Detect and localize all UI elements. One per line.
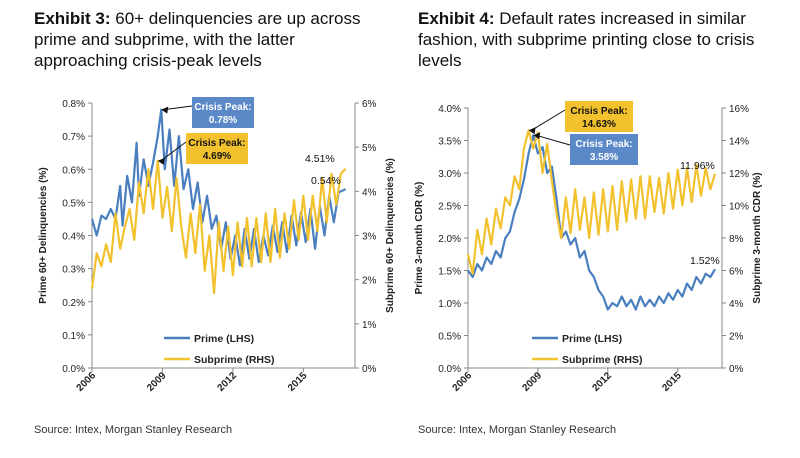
left-tick-label: 0.5% xyxy=(62,198,85,209)
right-tick-label: 2% xyxy=(729,332,744,343)
right-tick-label: 6% xyxy=(362,99,377,110)
callout-leader-line xyxy=(536,134,571,146)
left-tick-label: 1.0% xyxy=(438,299,461,310)
right-tick-label: 10% xyxy=(729,202,749,213)
exhibit-3-source: Source: Intex, Morgan Stanley Research xyxy=(34,424,233,436)
left-tick-label: 0.6% xyxy=(62,165,85,176)
callout-arrowhead xyxy=(161,106,169,114)
subprime-series-line xyxy=(90,159,347,295)
left-tick-label: 3.0% xyxy=(438,169,461,180)
right-axis-title: Subprime 3-month CDR (%) xyxy=(752,172,763,303)
left-tick-label: 0.2% xyxy=(62,298,85,309)
callout-arrowhead xyxy=(157,157,165,165)
left-tick-label: 0.0% xyxy=(438,364,461,375)
x-tick-label: 2015 xyxy=(286,370,310,394)
exhibit-4-title: Exhibit 4: Default rates increased in si… xyxy=(418,8,778,71)
prime-series-line xyxy=(467,134,716,311)
left-tick-label: 2.0% xyxy=(438,234,461,245)
legend-label: Subprime (RHS) xyxy=(194,354,275,366)
right-tick-label: 0% xyxy=(729,364,744,375)
exhibit-4-chart: 0.0% 0.5% 1.0% 1.5% 2.0% 2.5% 3.0% 3.5% 4.0% 0% 2%… xyxy=(414,101,763,394)
right-tick-label: 12% xyxy=(729,169,749,180)
endpoint-value-label: 0.54% xyxy=(311,175,341,187)
callout-arrowhead xyxy=(528,127,536,135)
left-tick-label: 0.4% xyxy=(62,232,85,243)
left-tick-label: 0.7% xyxy=(62,132,85,143)
exhibit-3-label: Exhibit 3: xyxy=(34,9,111,28)
endpoint-value-label: 4.51% xyxy=(305,153,335,165)
exhibit-3-title: Exhibit 3: 60+ delinquencies are up acro… xyxy=(34,8,384,71)
callout-leader-line xyxy=(160,141,187,162)
callout-arrowhead xyxy=(533,132,541,140)
subprime-series-line xyxy=(466,129,717,275)
left-tick-label: 0.0% xyxy=(62,364,85,375)
legend-label: Subprime (RHS) xyxy=(562,354,643,366)
right-tick-label: 6% xyxy=(729,267,744,278)
right-tick-label: 1% xyxy=(362,320,377,331)
right-tick-label: 5% xyxy=(362,143,377,154)
left-tick-label: 0.5% xyxy=(438,332,461,343)
callout-text: 4.69% xyxy=(203,151,231,162)
x-tick-label: 2009 xyxy=(145,370,169,394)
callout-box xyxy=(186,133,248,164)
callout-text: Crisis Peak: xyxy=(188,138,245,149)
right-axis-title: Subprime 60+ Delinquencies (%) xyxy=(385,158,396,313)
x-tick-label: 2012 xyxy=(590,370,614,394)
callout-text: 3.58% xyxy=(590,152,618,163)
left-tick-label: 3.5% xyxy=(438,137,461,148)
left-tick-label: 0.8% xyxy=(62,99,85,110)
right-tick-label: 3% xyxy=(362,232,377,243)
exhibit-3-title-text: 60+ delinquencies are up across prime an… xyxy=(34,9,361,70)
right-tick-label: 4% xyxy=(362,187,377,198)
endpoint-value-label: 1.52% xyxy=(690,255,720,267)
exhibit-4-title-text: Default rates increased in similar fashi… xyxy=(418,9,755,70)
legend-label: Prime (LHS) xyxy=(194,333,254,345)
endpoint-value-label: 11.96% xyxy=(680,160,715,172)
left-axis-title: Prime 60+ Delinquencies (%) xyxy=(38,167,49,303)
exhibit-4-source: Source: Intex, Morgan Stanley Research xyxy=(418,424,617,436)
callout-text: Crisis Peak: xyxy=(194,102,251,113)
left-tick-label: 2.5% xyxy=(438,202,461,213)
left-tick-label: 4.0% xyxy=(438,104,461,115)
left-tick-label: 1.5% xyxy=(438,267,461,278)
right-tick-label: 0% xyxy=(362,364,377,375)
right-tick-label: 4% xyxy=(729,299,744,310)
callout-text: 0.78% xyxy=(209,115,237,126)
callout-leader-line xyxy=(164,105,193,111)
callout-box xyxy=(565,101,633,132)
left-tick-label: 0.1% xyxy=(62,331,85,342)
x-tick-label: 2009 xyxy=(521,370,545,394)
callout-text: Crisis Peak: xyxy=(570,106,627,117)
callout-leader-line xyxy=(531,109,566,131)
callout-box xyxy=(192,97,254,128)
exhibit-3-chart: 0.0% 0.1% 0.2% 0.3% 0.4% 0.5% 0.6% 0.7% 0.8% 0% 1%… xyxy=(38,97,396,394)
x-tick-label: 2015 xyxy=(660,370,684,394)
exhibit-4-label: Exhibit 4: xyxy=(418,9,495,28)
right-tick-label: 14% xyxy=(729,137,749,148)
exhibit-4-panel: Exhibit 4: Default rates increased in si… xyxy=(400,0,800,458)
exhibit-3-panel: Exhibit 3: 60+ delinquencies are up acro… xyxy=(34,8,396,436)
callout-text: Crisis Peak: xyxy=(575,139,632,150)
callout-box xyxy=(570,134,638,165)
right-tick-label: 8% xyxy=(729,234,744,245)
right-tick-label: 2% xyxy=(362,276,377,287)
left-axis-title: Prime 3-month CDR (%) xyxy=(414,182,425,295)
legend-label: Prime (LHS) xyxy=(562,333,622,345)
x-tick-label: 2012 xyxy=(216,370,240,394)
callout-text: 14.63% xyxy=(582,119,616,130)
left-tick-label: 0.3% xyxy=(62,265,85,276)
right-tick-label: 16% xyxy=(729,104,749,115)
prime-series-line xyxy=(90,108,347,267)
